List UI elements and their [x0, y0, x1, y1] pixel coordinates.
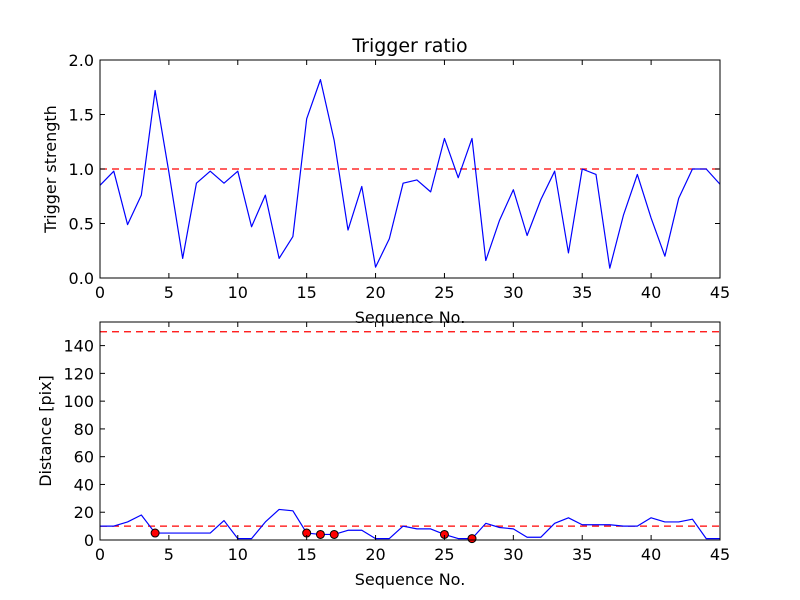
x-axis-label: Sequence No. — [355, 570, 466, 589]
y-tick-label: 0.0 — [69, 269, 94, 288]
y-tick-label: 40 — [74, 475, 94, 494]
x-tick-label: 5 — [164, 545, 174, 564]
x-tick-label: 15 — [296, 545, 316, 564]
data-point-marker — [329, 529, 339, 539]
series-layer — [100, 331, 720, 544]
x-tick-label: 45 — [710, 545, 730, 564]
x-tick-label: 45 — [710, 283, 730, 302]
tick-layer: 0 5 10 15 20 25 30 35 40 45 0 20 40 60 80 100 120 140 — [63, 322, 730, 564]
x-tick-label: 40 — [641, 545, 661, 564]
y-tick-label: 80 — [74, 420, 94, 439]
y-tick-label: 2.0 — [69, 51, 94, 70]
x-tick-label: 40 — [641, 283, 661, 302]
plot-frame — [99, 59, 721, 279]
x-tick-label: 10 — [228, 545, 248, 564]
trigger-ratio-chart: Trigger ratio 0 5 10 15 20 25 30 35 40 45 0.0 0.5 1.… — [41, 35, 730, 327]
x-tick-label: 35 — [572, 283, 592, 302]
y-tick-label: 0.5 — [69, 215, 94, 234]
x-tick-label: 0 — [95, 545, 105, 564]
x-axis-label: Sequence No. — [355, 308, 466, 327]
data-point-marker — [315, 529, 325, 539]
x-tick-label: 0 — [95, 283, 105, 302]
tick-layer: 0 5 10 15 20 25 30 35 40 45 0.0 0.5 1.0 1.5 2.0 — [69, 51, 731, 302]
y-tick-label: 120 — [63, 364, 94, 383]
data-point-marker — [150, 528, 160, 538]
y-tick-label: 1.0 — [69, 160, 94, 179]
y-tick-label: 140 — [63, 337, 94, 356]
y-tick-label: 20 — [74, 503, 94, 522]
x-tick-label: 25 — [434, 283, 454, 302]
x-tick-label: 35 — [572, 545, 592, 564]
series-line — [100, 508, 720, 540]
y-tick-label: 100 — [63, 392, 94, 411]
series-line — [99, 79, 721, 269]
data-point-marker — [467, 534, 477, 544]
y-tick-label: 60 — [74, 448, 94, 467]
x-tick-label: 5 — [164, 283, 174, 302]
plot-frame — [99, 321, 721, 541]
y-axis-label: Trigger strength — [41, 105, 60, 234]
distance-chart: 0 5 10 15 20 25 30 35 40 45 0 20 40 60 80 100 120 140 Seq… — [36, 321, 730, 589]
y-tick-label: 1.5 — [69, 106, 94, 125]
x-tick-label: 20 — [365, 283, 385, 302]
x-tick-label: 30 — [503, 545, 523, 564]
x-tick-label: 20 — [365, 545, 385, 564]
x-tick-label: 25 — [434, 545, 454, 564]
x-tick-label: 10 — [228, 283, 248, 302]
y-axis-label: Distance [pix] — [36, 375, 55, 487]
series-layer — [99, 79, 721, 269]
y-tick-label: 0 — [84, 531, 94, 550]
chart-title: Trigger ratio — [351, 35, 467, 57]
x-tick-label: 30 — [503, 283, 523, 302]
x-tick-label: 15 — [296, 283, 316, 302]
